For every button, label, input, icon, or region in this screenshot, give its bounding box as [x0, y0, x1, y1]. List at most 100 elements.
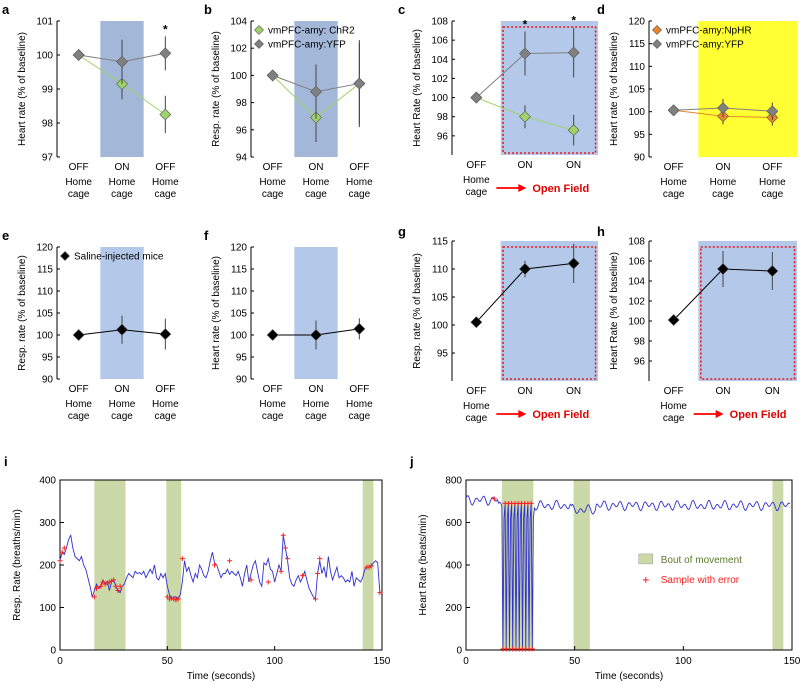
legend-movement-swatch [638, 553, 654, 565]
error-sample-marker [285, 556, 291, 562]
category-state: ON [115, 162, 130, 173]
category-label: Home [303, 177, 330, 188]
error-sample-marker [227, 558, 233, 564]
data-point-Saline [470, 316, 483, 329]
legend-label: Saline-injected mice [74, 252, 164, 263]
error-sample-marker [377, 590, 383, 596]
error-sample-marker [317, 556, 323, 562]
panel-label-c: c [398, 2, 405, 17]
home-cage-label: cage [465, 413, 487, 424]
legend-label: Sample with error [661, 575, 740, 586]
x-tick-label: 0 [57, 656, 63, 667]
y-tick-label: 105 [36, 309, 53, 320]
stim-region [698, 241, 797, 381]
x-tick-label: 100 [675, 656, 692, 667]
category-label: Home [109, 399, 136, 410]
y-tick-label: 0 [50, 646, 56, 657]
panel-c: c 96 98 100 102 104 106 108 Heart Rate (% of bas… [398, 2, 598, 198]
y-tick-label: 98 [437, 112, 449, 123]
error-sample-marker [528, 500, 534, 506]
category-label: Home [346, 399, 373, 410]
category-label: Home [65, 399, 92, 410]
category-label: cage [68, 411, 90, 422]
category-label: Home [710, 177, 737, 188]
y-tick-label: 120 [628, 17, 645, 28]
data-point-ChR2 [567, 124, 580, 137]
data-point-YFP [159, 47, 172, 60]
y-tick-label: 200 [39, 561, 56, 572]
y-tick-label: 110 [432, 265, 448, 276]
legend-marker [254, 39, 264, 49]
category-label: cage [262, 411, 284, 422]
open-field-box [699, 246, 796, 380]
y-tick-label: 104 [628, 277, 645, 288]
trace-line [465, 495, 791, 649]
panel-label-a: a [2, 2, 10, 17]
significance-star: * [523, 18, 528, 32]
y-tick-label: 106 [628, 257, 645, 268]
y-tick-label: 105 [230, 309, 247, 320]
error-sample-marker [111, 577, 117, 583]
y-tick-label: 96 [236, 125, 248, 136]
y-tick-label: 90 [236, 375, 248, 386]
category-state: ON [716, 386, 731, 397]
error-sample-marker [300, 573, 306, 579]
category-label: Home [759, 177, 786, 188]
data-point-YFP [116, 55, 128, 68]
category-label: cage [154, 411, 176, 422]
data-point-YFP [353, 77, 366, 90]
error-sample-marker [280, 532, 286, 538]
y-tick-label: 100 [36, 331, 53, 342]
stim-region [294, 247, 338, 379]
error-sample-marker [179, 556, 185, 562]
y-tick-label: 99 [42, 85, 54, 96]
category-state: OFF [349, 384, 369, 395]
error-sample-marker [212, 562, 218, 568]
category-state: ON [309, 162, 324, 173]
data-point-ChR2 [159, 108, 172, 121]
category-state: ON [566, 160, 581, 171]
panel-a: a 97 98 99 100 101 Heart rate (% of baseline) *… [2, 2, 179, 200]
data-point-YFP [470, 91, 483, 104]
movement-bout [166, 480, 182, 650]
y-tick-label: 104 [230, 17, 247, 28]
data-point-YFP [766, 105, 779, 118]
arrow-head-icon [518, 184, 527, 192]
category-label: cage [305, 189, 327, 200]
legend-label: Bout of movement [661, 555, 742, 566]
home-cage-label: cage [663, 413, 685, 424]
y-tick-label: 102 [230, 44, 247, 55]
significance-star: * [163, 22, 168, 36]
data-point-Saline [266, 329, 279, 341]
category-label: Home [303, 399, 330, 410]
error-sample-marker [93, 585, 99, 591]
error-sample-marker [117, 583, 123, 589]
y-tick-label: 100 [230, 331, 247, 342]
panel-h: h 96 98 100 102 104 106 108 Heart Rate (% of bas… [597, 224, 797, 424]
stim-region [500, 21, 598, 155]
panel-label-f: f [204, 228, 209, 243]
panel-label-i: i [4, 454, 8, 469]
category-label: cage [154, 189, 176, 200]
home-cage-label: Home [660, 401, 687, 412]
error-sample-marker [282, 545, 288, 551]
y-tick-label: 400 [39, 476, 56, 487]
y-tick-label: 95 [437, 349, 449, 360]
y-tick-label: 106 [431, 36, 448, 47]
x-tick-label: 0 [463, 656, 469, 667]
category-state: ON [309, 384, 324, 395]
x-axis-label: Time (seconds) [187, 671, 256, 682]
panel-i: i 0 50 100 150 0 100 200 300 400 Time (seconds) Res… [4, 454, 391, 682]
data-point-ChR2 [519, 110, 531, 123]
stim-region [100, 247, 144, 379]
data-point-Saline [310, 329, 322, 341]
category-label: Home [65, 177, 92, 188]
category-label: cage [348, 411, 370, 422]
data-point-Saline [567, 257, 580, 270]
panel-label-b: b [204, 2, 212, 17]
y-tick-label: 0 [456, 646, 462, 657]
error-sample-marker [491, 496, 497, 502]
category-state: OFF [155, 384, 175, 395]
x-tick-label: 100 [266, 656, 283, 667]
category-label: cage [663, 189, 685, 200]
